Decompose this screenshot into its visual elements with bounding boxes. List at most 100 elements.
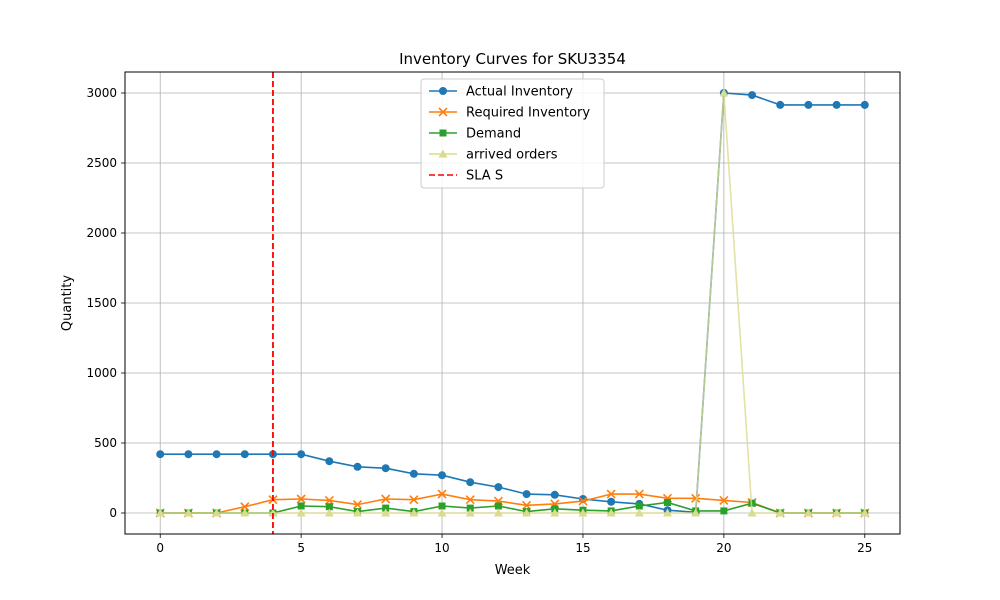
data-point	[268, 508, 278, 517]
data-point	[775, 508, 785, 517]
legend-marker	[439, 87, 447, 95]
data-point	[606, 508, 616, 517]
data-point	[522, 490, 531, 499]
legend: Actual Inventory Required Inventory Demand…	[420, 78, 605, 189]
data-point	[155, 508, 165, 517]
data-point	[550, 508, 560, 517]
data-point	[691, 508, 701, 517]
axis-ticks: 0 5 10 15 20 25 0 500 1000 1500 2000 2500 3000	[86, 86, 872, 555]
x-tick-label: 0	[156, 541, 164, 555]
legend-marker	[438, 107, 448, 117]
y-tick-label: 1000	[86, 366, 117, 380]
data-point	[381, 508, 391, 517]
data-point	[183, 508, 193, 517]
data-point	[212, 450, 221, 459]
legend-marker	[439, 129, 447, 137]
data-point	[578, 508, 588, 517]
data-point	[522, 508, 532, 517]
data-point	[240, 450, 249, 459]
data-point	[324, 495, 334, 505]
data-point	[381, 464, 390, 473]
x-tick-label: 20	[716, 541, 731, 555]
data-point	[382, 504, 390, 512]
legend-label: SLA S	[466, 169, 503, 184]
legend-item: Demand	[429, 127, 521, 142]
data-point	[353, 508, 362, 517]
data-point	[409, 495, 419, 505]
data-point	[381, 494, 391, 504]
legend-item: Actual Inventory	[429, 85, 573, 100]
data-point	[437, 489, 447, 499]
data-point	[719, 88, 729, 97]
data-point	[437, 508, 447, 517]
data-point	[297, 450, 306, 459]
y-tick-label: 2000	[86, 226, 117, 240]
data-point	[634, 508, 644, 517]
data-point	[184, 450, 193, 459]
data-point	[409, 508, 419, 517]
y-tick-label: 2500	[86, 156, 117, 170]
data-point	[664, 499, 671, 506]
data-point	[240, 508, 250, 517]
legend-label: Actual Inventory	[466, 85, 573, 100]
data-point	[578, 496, 588, 506]
data-point	[352, 500, 363, 510]
y-tick-label: 500	[94, 436, 117, 450]
data-point	[156, 450, 165, 459]
data-point	[466, 478, 475, 487]
x-tick-label: 10	[434, 541, 449, 555]
y-tick-label: 1500	[86, 296, 117, 310]
legend-marker	[438, 149, 448, 158]
data-point	[438, 502, 446, 510]
data-point	[748, 91, 757, 100]
data-point	[719, 495, 729, 505]
data-point	[776, 100, 785, 109]
data-point	[493, 508, 503, 517]
data-point	[325, 457, 334, 466]
data-point	[296, 508, 306, 517]
data-point	[606, 489, 616, 499]
data-point	[747, 508, 757, 517]
series-line	[160, 92, 865, 514]
legend-item: SLA S	[429, 169, 503, 184]
data-point	[240, 502, 250, 512]
data-point	[832, 100, 841, 109]
legend-box	[420, 78, 605, 189]
data-point	[860, 100, 869, 109]
data-point	[832, 508, 842, 517]
data-point	[465, 508, 475, 517]
series-required-inventory	[155, 489, 870, 518]
data-point	[494, 502, 502, 510]
data-point	[494, 483, 503, 492]
y-tick-label: 0	[109, 506, 117, 520]
data-point	[607, 497, 616, 506]
chart-title: Inventory Curves for SKU3354	[399, 50, 626, 68]
y-axis-label: Quantity	[60, 275, 75, 331]
series-arrived-orders	[155, 88, 870, 517]
data-point	[324, 508, 334, 517]
data-point	[296, 494, 306, 504]
data-point	[409, 469, 418, 478]
legend-item: arrived orders	[429, 148, 558, 163]
data-point	[663, 508, 672, 517]
data-point	[466, 504, 474, 512]
data-point	[550, 490, 559, 499]
x-tick-label: 25	[857, 541, 872, 555]
data-point	[720, 507, 728, 515]
legend-label: Demand	[466, 127, 521, 142]
data-point	[804, 100, 813, 109]
series-line	[160, 92, 865, 514]
data-point	[297, 502, 305, 510]
legend-label: Required Inventory	[466, 106, 590, 121]
data-point	[438, 471, 447, 480]
data-point	[634, 489, 644, 499]
x-tick-label: 15	[575, 541, 590, 555]
data-point	[635, 502, 643, 510]
data-point	[522, 500, 532, 510]
legend-label: arrived orders	[466, 148, 558, 163]
series-line	[160, 501, 865, 514]
data-point	[465, 495, 475, 505]
data-point	[691, 493, 701, 503]
x-axis-label: Week	[495, 563, 531, 578]
